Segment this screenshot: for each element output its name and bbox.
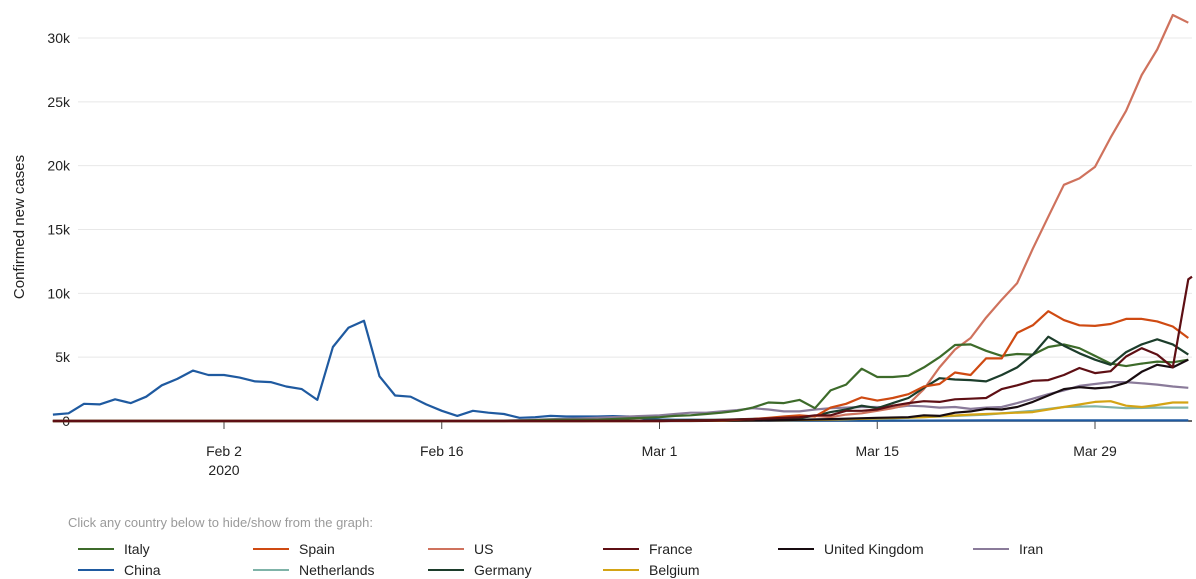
legend-item-us[interactable]: US [428, 540, 493, 558]
legend-label: United Kingdom [824, 541, 924, 557]
legend-label: Belgium [649, 562, 700, 578]
legend-label: China [124, 562, 161, 578]
legend-item-spain[interactable]: Spain [253, 540, 335, 558]
series-line-italy [52, 343, 1189, 423]
legend-item-netherlands[interactable]: Netherlands [253, 561, 375, 579]
legend-swatch [428, 548, 464, 550]
y-tick-label: 10k [47, 285, 71, 301]
y-tick-label: 25k [47, 94, 71, 110]
series-line-france [52, 275, 1193, 423]
legend-label: Germany [474, 562, 532, 578]
legend-label: Spain [299, 541, 335, 557]
series-line-us [52, 13, 1189, 423]
x-tick-label: Mar 1 [642, 443, 678, 459]
x-tick-label: Mar 15 [855, 443, 899, 459]
legend: Italy Spain US France United Kingdom Iran Chin… [78, 540, 1188, 579]
series-line-united-kingdom [52, 358, 1189, 423]
legend-label: Iran [1019, 541, 1044, 557]
y-tick-label: 20k [47, 158, 71, 174]
legend-swatch [253, 569, 289, 571]
legend-swatch [973, 548, 1009, 550]
y-tick-label: 30k [47, 30, 71, 46]
legend-label: France [649, 541, 693, 557]
y-tick-label: 15k [47, 222, 71, 238]
grid-lines [78, 37, 1192, 422]
legend-swatch [603, 569, 639, 571]
legend-swatch [603, 548, 639, 550]
y-axis-label: Confirmed new cases [11, 155, 28, 299]
x-tick-label: Feb 2 [206, 443, 242, 459]
legend-swatch [778, 548, 814, 550]
legend-swatch [78, 548, 114, 550]
legend-label: Italy [124, 541, 150, 557]
y-tick-label: 5k [55, 349, 71, 365]
legend-swatch [78, 569, 114, 571]
x-axis-ticks: Feb 2 2020 Feb 16 Mar 1 Mar 15 Mar 29 [206, 421, 1117, 478]
legend-label: Netherlands [299, 562, 375, 578]
x-tick-sublabel: 2020 [208, 462, 239, 478]
series-lines [52, 13, 1193, 423]
series-line-spain [52, 310, 1189, 423]
legend-item-china[interactable]: China [78, 561, 161, 579]
x-tick-label: Mar 29 [1073, 443, 1117, 459]
x-tick-label: Feb 16 [420, 443, 464, 459]
legend-hint: Click any country below to hide/show fro… [68, 515, 373, 530]
legend-item-france[interactable]: France [603, 540, 693, 558]
series-line-iran [52, 381, 1189, 423]
legend-item-italy[interactable]: Italy [78, 540, 150, 558]
legend-label: US [474, 541, 494, 557]
legend-item-iran[interactable]: Iran [973, 540, 1043, 558]
legend-item-germany[interactable]: Germany [428, 561, 532, 579]
legend-swatch [428, 569, 464, 571]
legend-item-united-kingdom[interactable]: United Kingdom [778, 540, 924, 558]
legend-item-belgium[interactable]: Belgium [603, 561, 700, 579]
legend-swatch [253, 548, 289, 550]
series-line-germany [52, 335, 1189, 423]
